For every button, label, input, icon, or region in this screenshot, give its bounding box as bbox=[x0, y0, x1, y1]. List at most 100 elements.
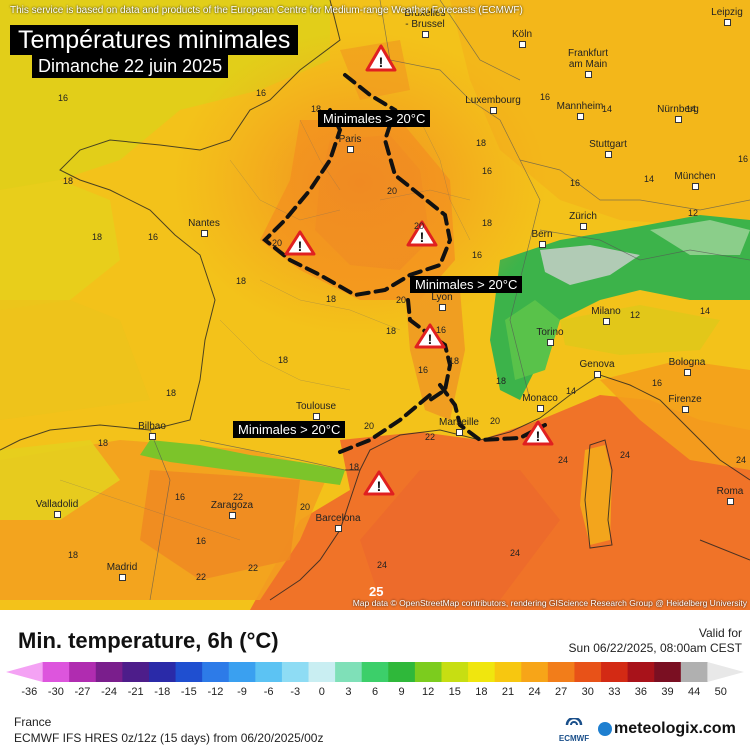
brand-name: meteologix.com bbox=[614, 720, 736, 737]
temperature-value: 16 bbox=[256, 88, 267, 98]
city-label: Zürich bbox=[553, 211, 613, 233]
brand-logo[interactable]: meteologix.com bbox=[598, 720, 736, 738]
zone-label: Minimales > 20°C bbox=[318, 110, 431, 127]
city-marker bbox=[576, 113, 584, 120]
city-label: Nantes bbox=[174, 218, 234, 240]
color-scale-segment bbox=[255, 662, 283, 682]
city-name: Madrid bbox=[106, 562, 138, 573]
color-scale-tick: -18 bbox=[154, 686, 171, 698]
temperature-value: 18 bbox=[449, 356, 460, 366]
color-scale-tick: -21 bbox=[127, 686, 144, 698]
temperature-value: 14 bbox=[644, 174, 655, 184]
color-scale-segment bbox=[547, 662, 575, 682]
city-label: Genova bbox=[567, 359, 627, 381]
temperature-value: 20 bbox=[272, 238, 283, 248]
city-marker bbox=[723, 19, 731, 26]
svg-text:!: ! bbox=[298, 238, 303, 254]
city-marker bbox=[455, 429, 463, 436]
color-scale-tick: 33 bbox=[608, 686, 621, 698]
city-marker bbox=[118, 574, 126, 581]
city-label: Mannheim bbox=[550, 101, 610, 123]
city-label: Bologna bbox=[657, 357, 717, 379]
temperature-value: 18 bbox=[278, 355, 289, 365]
temperature-value: 18 bbox=[166, 388, 177, 398]
city-label: Luxembourg bbox=[463, 95, 523, 117]
temperature-value: 22 bbox=[233, 492, 244, 502]
svg-text:!: ! bbox=[428, 331, 433, 347]
temperature-value: 16 bbox=[436, 325, 447, 335]
city-name: am Main bbox=[568, 59, 608, 70]
temperature-value: 18 bbox=[68, 550, 79, 560]
map-title: Températures minimales bbox=[10, 25, 299, 55]
color-scale-segment bbox=[627, 662, 655, 682]
temperature-value: 20 bbox=[490, 416, 501, 426]
temperature-value: 24 bbox=[377, 560, 388, 570]
color-scale-tick: -12 bbox=[207, 686, 224, 698]
city-marker bbox=[538, 241, 546, 248]
map-attribution[interactable]: Map data © OpenStreetMap contributors, r… bbox=[352, 598, 747, 608]
color-scale-segment bbox=[414, 662, 442, 682]
svg-text:!: ! bbox=[379, 54, 384, 70]
city-marker bbox=[53, 511, 61, 518]
city-marker bbox=[438, 304, 446, 311]
temperature-value: 18 bbox=[63, 176, 74, 186]
ecmwf-icon bbox=[565, 716, 583, 726]
color-scale-tick: 3 bbox=[345, 686, 352, 698]
warning-icon: ! bbox=[414, 323, 446, 349]
color-scale-tick: -6 bbox=[263, 686, 274, 698]
city-marker bbox=[536, 405, 544, 412]
color-scale-tick: -24 bbox=[101, 686, 118, 698]
city-name: Roma bbox=[716, 486, 744, 497]
warning-icon: ! bbox=[284, 230, 316, 256]
city-name: Bilbao bbox=[138, 421, 166, 432]
temperature-value: 24 bbox=[736, 455, 747, 465]
temperature-value: 24 bbox=[558, 455, 569, 465]
temperature-value: 16 bbox=[148, 232, 159, 242]
zone-label: Minimales > 20°C bbox=[233, 421, 346, 438]
color-scale-tick: -3 bbox=[290, 686, 301, 698]
region-label: France bbox=[14, 715, 52, 729]
temperature-value: 20 bbox=[300, 502, 311, 512]
city-name: Genova bbox=[579, 359, 615, 370]
city-name: Nürnberg bbox=[657, 104, 699, 115]
city-name: Bologna bbox=[668, 357, 706, 368]
city-label: Zaragoza bbox=[202, 500, 262, 522]
color-scale-tick: -15 bbox=[180, 686, 197, 698]
color-scale-ticks: -36 -30 -27 -24 -21 -18 -15 -12 -9 -6 -3 0 3 6 9 12 15 18… bbox=[0, 686, 750, 700]
color-scale-tick: 21 bbox=[501, 686, 515, 698]
city-label: Lyon bbox=[412, 292, 472, 314]
color-scale-segment bbox=[281, 662, 310, 682]
city-name: - Brussel bbox=[405, 19, 445, 30]
valid-for-label: Valid for bbox=[698, 626, 742, 640]
city-marker bbox=[421, 31, 429, 38]
temperature-value: 20 bbox=[387, 186, 398, 196]
temperature-value: 14 bbox=[700, 306, 711, 316]
temperature-value: 18 bbox=[326, 294, 337, 304]
city-marker bbox=[334, 525, 342, 532]
city-name: Monaco bbox=[522, 393, 558, 404]
city-marker bbox=[579, 223, 587, 230]
color-scale-tick: -30 bbox=[47, 686, 64, 698]
color-scale-tick: -36 bbox=[21, 686, 38, 698]
color-scale-tick: -9 bbox=[237, 686, 247, 698]
temperature-value: 18 bbox=[476, 138, 487, 148]
temperature-value: 16 bbox=[196, 536, 207, 546]
warning-icon: ! bbox=[406, 220, 438, 247]
city-marker bbox=[674, 116, 682, 123]
forecast-map[interactable]: ! ! ! ! ! ! 16 18 18 16 18 18 20 20 20 20 18 16 16 18… bbox=[0, 0, 750, 610]
color-scale-segment bbox=[680, 662, 708, 682]
temperature-value: 18 bbox=[482, 218, 493, 228]
warning-icon: ! bbox=[365, 44, 397, 72]
city-label: München bbox=[665, 171, 725, 193]
map-canvas: ! ! ! ! ! ! bbox=[0, 0, 750, 610]
city-marker bbox=[518, 41, 526, 48]
city-name: Leipzig bbox=[711, 7, 743, 18]
city-label: Köln bbox=[492, 29, 552, 51]
city-label: Bern bbox=[512, 229, 572, 251]
city-label: Leipzig bbox=[697, 7, 750, 29]
city-label: Firenze bbox=[655, 394, 715, 416]
city-marker bbox=[489, 107, 497, 114]
city-name: Toulouse bbox=[295, 401, 337, 412]
color-scale-segment bbox=[42, 662, 70, 682]
color-scale-segment bbox=[6, 662, 43, 682]
